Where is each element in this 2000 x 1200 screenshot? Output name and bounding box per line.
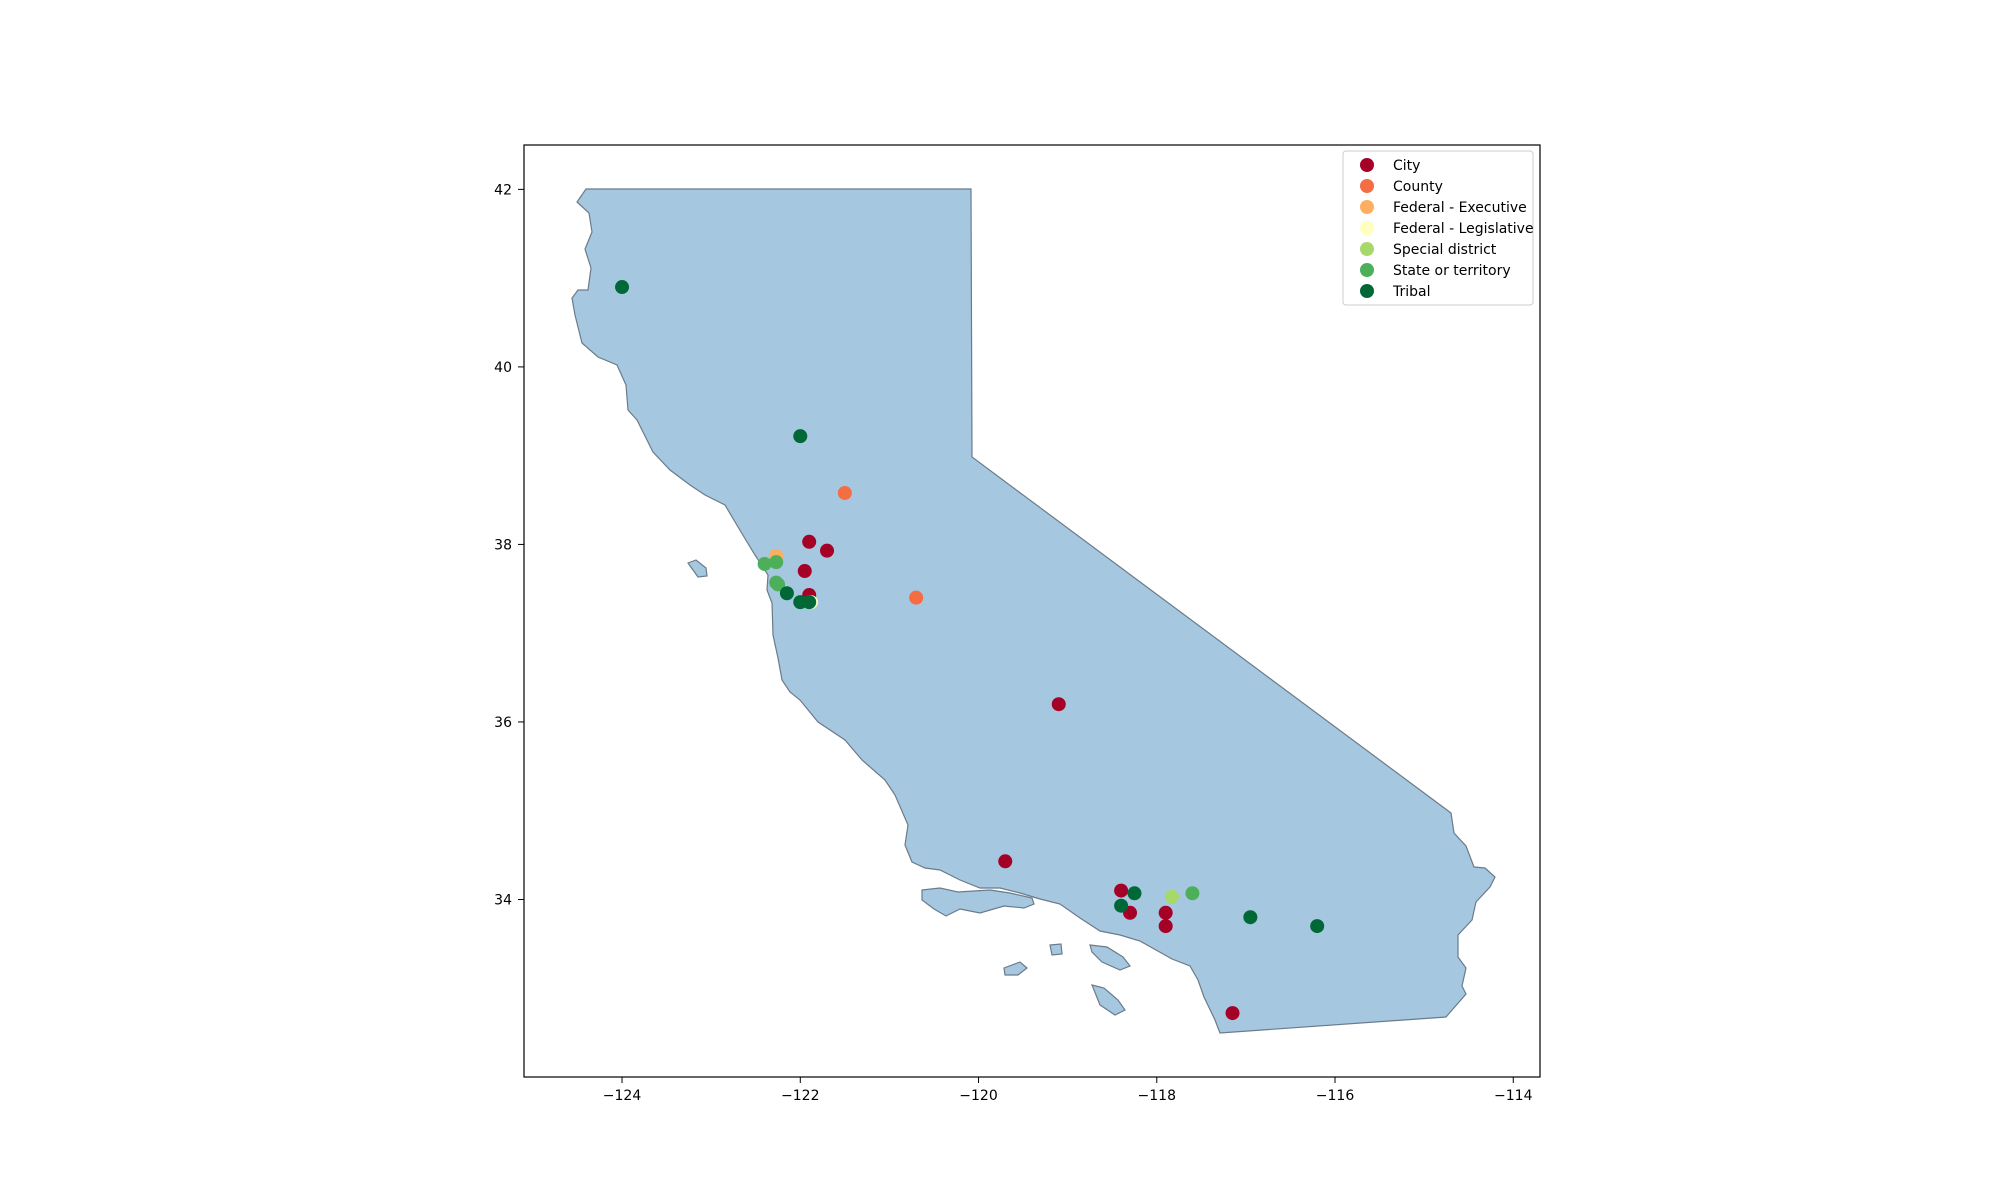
y-axis: 34 36 38 40 42 bbox=[494, 182, 524, 908]
legend-marker-special-district bbox=[1360, 242, 1374, 256]
point-city bbox=[998, 854, 1013, 869]
y-tick-label: 42 bbox=[494, 182, 512, 198]
point-tribal bbox=[1243, 910, 1258, 925]
point-county bbox=[837, 485, 852, 500]
legend-marker-city bbox=[1360, 158, 1374, 172]
point-tribal bbox=[793, 429, 808, 444]
x-tick-label: −118 bbox=[1138, 1088, 1176, 1104]
legend-box bbox=[1342, 150, 1534, 306]
point-city bbox=[1114, 883, 1129, 898]
point-tribal bbox=[802, 595, 817, 610]
point-state-or-territory bbox=[769, 555, 784, 570]
point-city bbox=[797, 564, 812, 579]
point-tribal bbox=[1114, 898, 1129, 913]
x-tick-label: −120 bbox=[959, 1088, 997, 1104]
point-city bbox=[1051, 697, 1066, 712]
legend-marker-federal-executive bbox=[1360, 200, 1374, 214]
x-axis: −124 −122 −120 −118 −116 −114 bbox=[603, 1077, 1533, 1104]
legend-label-city: City bbox=[1393, 158, 1420, 174]
y-tick-label: 34 bbox=[494, 892, 512, 908]
island-catalina bbox=[1089, 944, 1131, 971]
x-tick-label: −122 bbox=[781, 1088, 819, 1104]
points-layer bbox=[615, 280, 1325, 1021]
point-city bbox=[820, 543, 835, 558]
point-tribal bbox=[1310, 919, 1325, 934]
legend-label-state-or-territory: State or territory bbox=[1393, 263, 1511, 279]
point-state-or-territory bbox=[771, 577, 785, 592]
point-state-or-territory bbox=[1185, 886, 1200, 901]
legend-marker-state-or-territory bbox=[1360, 263, 1374, 277]
legend-marker-county bbox=[1360, 179, 1374, 193]
point-city bbox=[802, 534, 817, 549]
point-city bbox=[1158, 919, 1173, 934]
island-san-clemente bbox=[1091, 984, 1126, 1016]
legend-label-federal-executive: Federal - Executive bbox=[1393, 200, 1527, 216]
legend-marker-federal-legislative bbox=[1360, 221, 1374, 235]
legend-label-special-district: Special district bbox=[1393, 242, 1497, 258]
legend-label-county: County bbox=[1393, 179, 1443, 195]
california-outline bbox=[571, 188, 1496, 1034]
point-tribal bbox=[1127, 886, 1142, 901]
y-tick-label: 40 bbox=[494, 360, 512, 376]
island-farallon bbox=[687, 559, 708, 578]
point-state-or-territory bbox=[757, 556, 772, 571]
island-san-nicolas bbox=[1003, 961, 1028, 976]
island-channel-north bbox=[921, 887, 1035, 917]
legend: City County Federal - Executive Federal - L… bbox=[1342, 150, 1534, 306]
point-city bbox=[1225, 1006, 1240, 1021]
y-tick-label: 36 bbox=[494, 715, 512, 731]
x-tick-label: −124 bbox=[603, 1088, 642, 1104]
x-tick-label: −116 bbox=[1316, 1088, 1355, 1104]
legend-label-federal-legislative: Federal - Legislative bbox=[1393, 221, 1534, 237]
point-city bbox=[1158, 905, 1173, 920]
y-tick-label: 38 bbox=[494, 537, 512, 553]
legend-items: City County Federal - Executive Federal - L… bbox=[1360, 158, 1534, 300]
island-santa-barbara bbox=[1049, 943, 1063, 956]
legend-marker-tribal bbox=[1360, 284, 1374, 298]
legend-label-tribal: Tribal bbox=[1392, 284, 1431, 300]
point-tribal bbox=[615, 280, 630, 295]
point-tribal bbox=[779, 586, 794, 601]
x-tick-label: −114 bbox=[1494, 1088, 1533, 1104]
point-special-district bbox=[1164, 889, 1179, 904]
point-county bbox=[909, 590, 924, 605]
